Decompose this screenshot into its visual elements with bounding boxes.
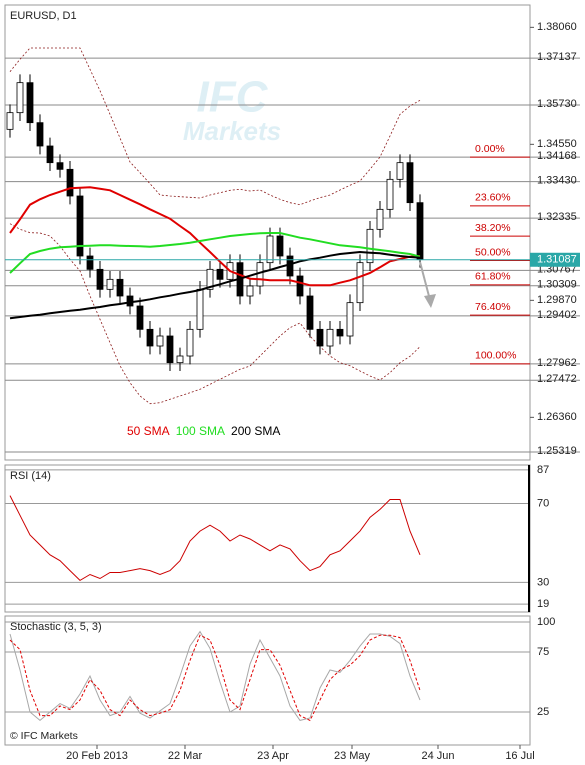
indicator-line bbox=[9, 495, 421, 582]
panel-frame bbox=[4, 464, 531, 613]
y-tick-label: 100 bbox=[537, 616, 555, 628]
y-tick-label: 70 bbox=[537, 497, 549, 509]
level-label: 1.27472 bbox=[537, 373, 577, 385]
candle-body bbox=[96, 268, 104, 290]
x-tick-label: 23 Apr bbox=[257, 750, 289, 762]
candle-body bbox=[396, 162, 404, 180]
candle-body bbox=[56, 162, 64, 170]
panel-frame bbox=[4, 615, 531, 746]
candle-body bbox=[136, 305, 144, 330]
candle-body bbox=[26, 82, 34, 124]
fib-label: 38.20% bbox=[475, 222, 511, 234]
arrow-head bbox=[424, 294, 436, 308]
fib-label: 23.60% bbox=[475, 192, 511, 204]
candle-body bbox=[76, 195, 84, 257]
candle-body bbox=[36, 122, 44, 147]
y-tick-label: 30 bbox=[537, 576, 549, 588]
candle-body bbox=[326, 328, 334, 347]
bollinger-band bbox=[9, 223, 421, 405]
x-tick-label: 20 Feb 2013 bbox=[66, 750, 128, 762]
candle-body bbox=[166, 335, 174, 364]
y-tick-label: 1.26360 bbox=[537, 411, 577, 423]
legend-entry: 200 SMA bbox=[231, 424, 280, 438]
y-tick-label: 1.29870 bbox=[537, 294, 577, 306]
candle-body bbox=[366, 228, 374, 264]
fib-label: 100.00% bbox=[475, 350, 516, 362]
x-tick-label: 22 Mar bbox=[168, 750, 203, 762]
level-label: 1.30309 bbox=[537, 279, 577, 291]
candle-body bbox=[116, 278, 124, 297]
level-label: 1.37137 bbox=[537, 51, 577, 63]
panel-title: Stochastic (3, 5, 3) bbox=[10, 621, 102, 633]
copyright: © IFC Markets bbox=[10, 730, 78, 742]
candle-body bbox=[86, 255, 94, 270]
sma-line bbox=[9, 186, 421, 287]
fib-label: 0.00% bbox=[475, 143, 505, 155]
candle-body bbox=[276, 235, 284, 257]
arrow bbox=[419, 261, 431, 301]
x-tick-label: 16 Jul bbox=[505, 750, 534, 762]
x-tick-label: 23 May bbox=[334, 750, 371, 762]
y-tick-label: 1.38060 bbox=[537, 21, 577, 33]
candle-body bbox=[206, 268, 214, 290]
panel-title: EURUSD, D1 bbox=[10, 10, 77, 22]
current-price-box bbox=[530, 252, 580, 267]
candle-body bbox=[316, 328, 324, 347]
level-label: 1.33430 bbox=[537, 175, 577, 187]
level-label: 1.27962 bbox=[537, 357, 577, 369]
candle-body bbox=[16, 82, 24, 114]
sma-line bbox=[9, 250, 421, 320]
candle-body bbox=[106, 278, 114, 290]
candle-body bbox=[356, 262, 364, 304]
watermark: Markets bbox=[183, 116, 281, 146]
candle-body bbox=[306, 295, 314, 330]
legend-entry: 50 SMA bbox=[127, 424, 170, 438]
candle-body bbox=[156, 335, 164, 347]
candle-body bbox=[186, 328, 194, 357]
candle-body bbox=[296, 275, 304, 297]
indicator-line bbox=[9, 630, 421, 722]
y-tick-label: 1.34550 bbox=[537, 138, 577, 150]
bollinger-band bbox=[9, 47, 421, 206]
candle-body bbox=[46, 145, 54, 164]
legend-entry: 100 SMA bbox=[176, 424, 225, 438]
candle-body bbox=[266, 235, 274, 264]
candle-body bbox=[6, 112, 14, 130]
x-tick-label: 24 Jun bbox=[421, 750, 454, 762]
level-label: 1.35730 bbox=[537, 98, 577, 110]
candle-body bbox=[66, 168, 74, 197]
y-tick-label: 75 bbox=[537, 646, 549, 658]
level-label: 1.29402 bbox=[537, 309, 577, 321]
candle-body bbox=[126, 295, 134, 307]
panel-title: RSI (14) bbox=[10, 470, 51, 482]
sma-line bbox=[9, 232, 421, 274]
candle-body bbox=[416, 202, 424, 260]
candle-body bbox=[386, 178, 394, 210]
fib-label: 50.00% bbox=[475, 246, 511, 258]
watermark: IFC bbox=[197, 73, 269, 122]
candle-body bbox=[336, 328, 344, 337]
candle-body bbox=[346, 302, 354, 337]
candle-body bbox=[246, 285, 254, 297]
fib-label: 61.80% bbox=[475, 271, 511, 283]
y-tick-label: 87 bbox=[537, 464, 549, 476]
candle-body bbox=[376, 208, 384, 230]
level-label: 1.34168 bbox=[537, 150, 577, 162]
level-label: 1.32335 bbox=[537, 211, 577, 223]
fib-label: 76.40% bbox=[475, 301, 511, 313]
candle-body bbox=[196, 288, 204, 330]
candle-body bbox=[176, 355, 184, 364]
y-tick-label: 25 bbox=[537, 706, 549, 718]
current-price-label: 1.31087 bbox=[537, 254, 577, 266]
y-tick-label: 19 bbox=[537, 598, 549, 610]
candle-body bbox=[406, 162, 414, 204]
candle-body bbox=[146, 328, 154, 347]
candle-body bbox=[286, 255, 294, 277]
indicator-line bbox=[9, 634, 421, 722]
level-label: 1.25319 bbox=[537, 445, 577, 457]
candle-body bbox=[216, 268, 224, 280]
